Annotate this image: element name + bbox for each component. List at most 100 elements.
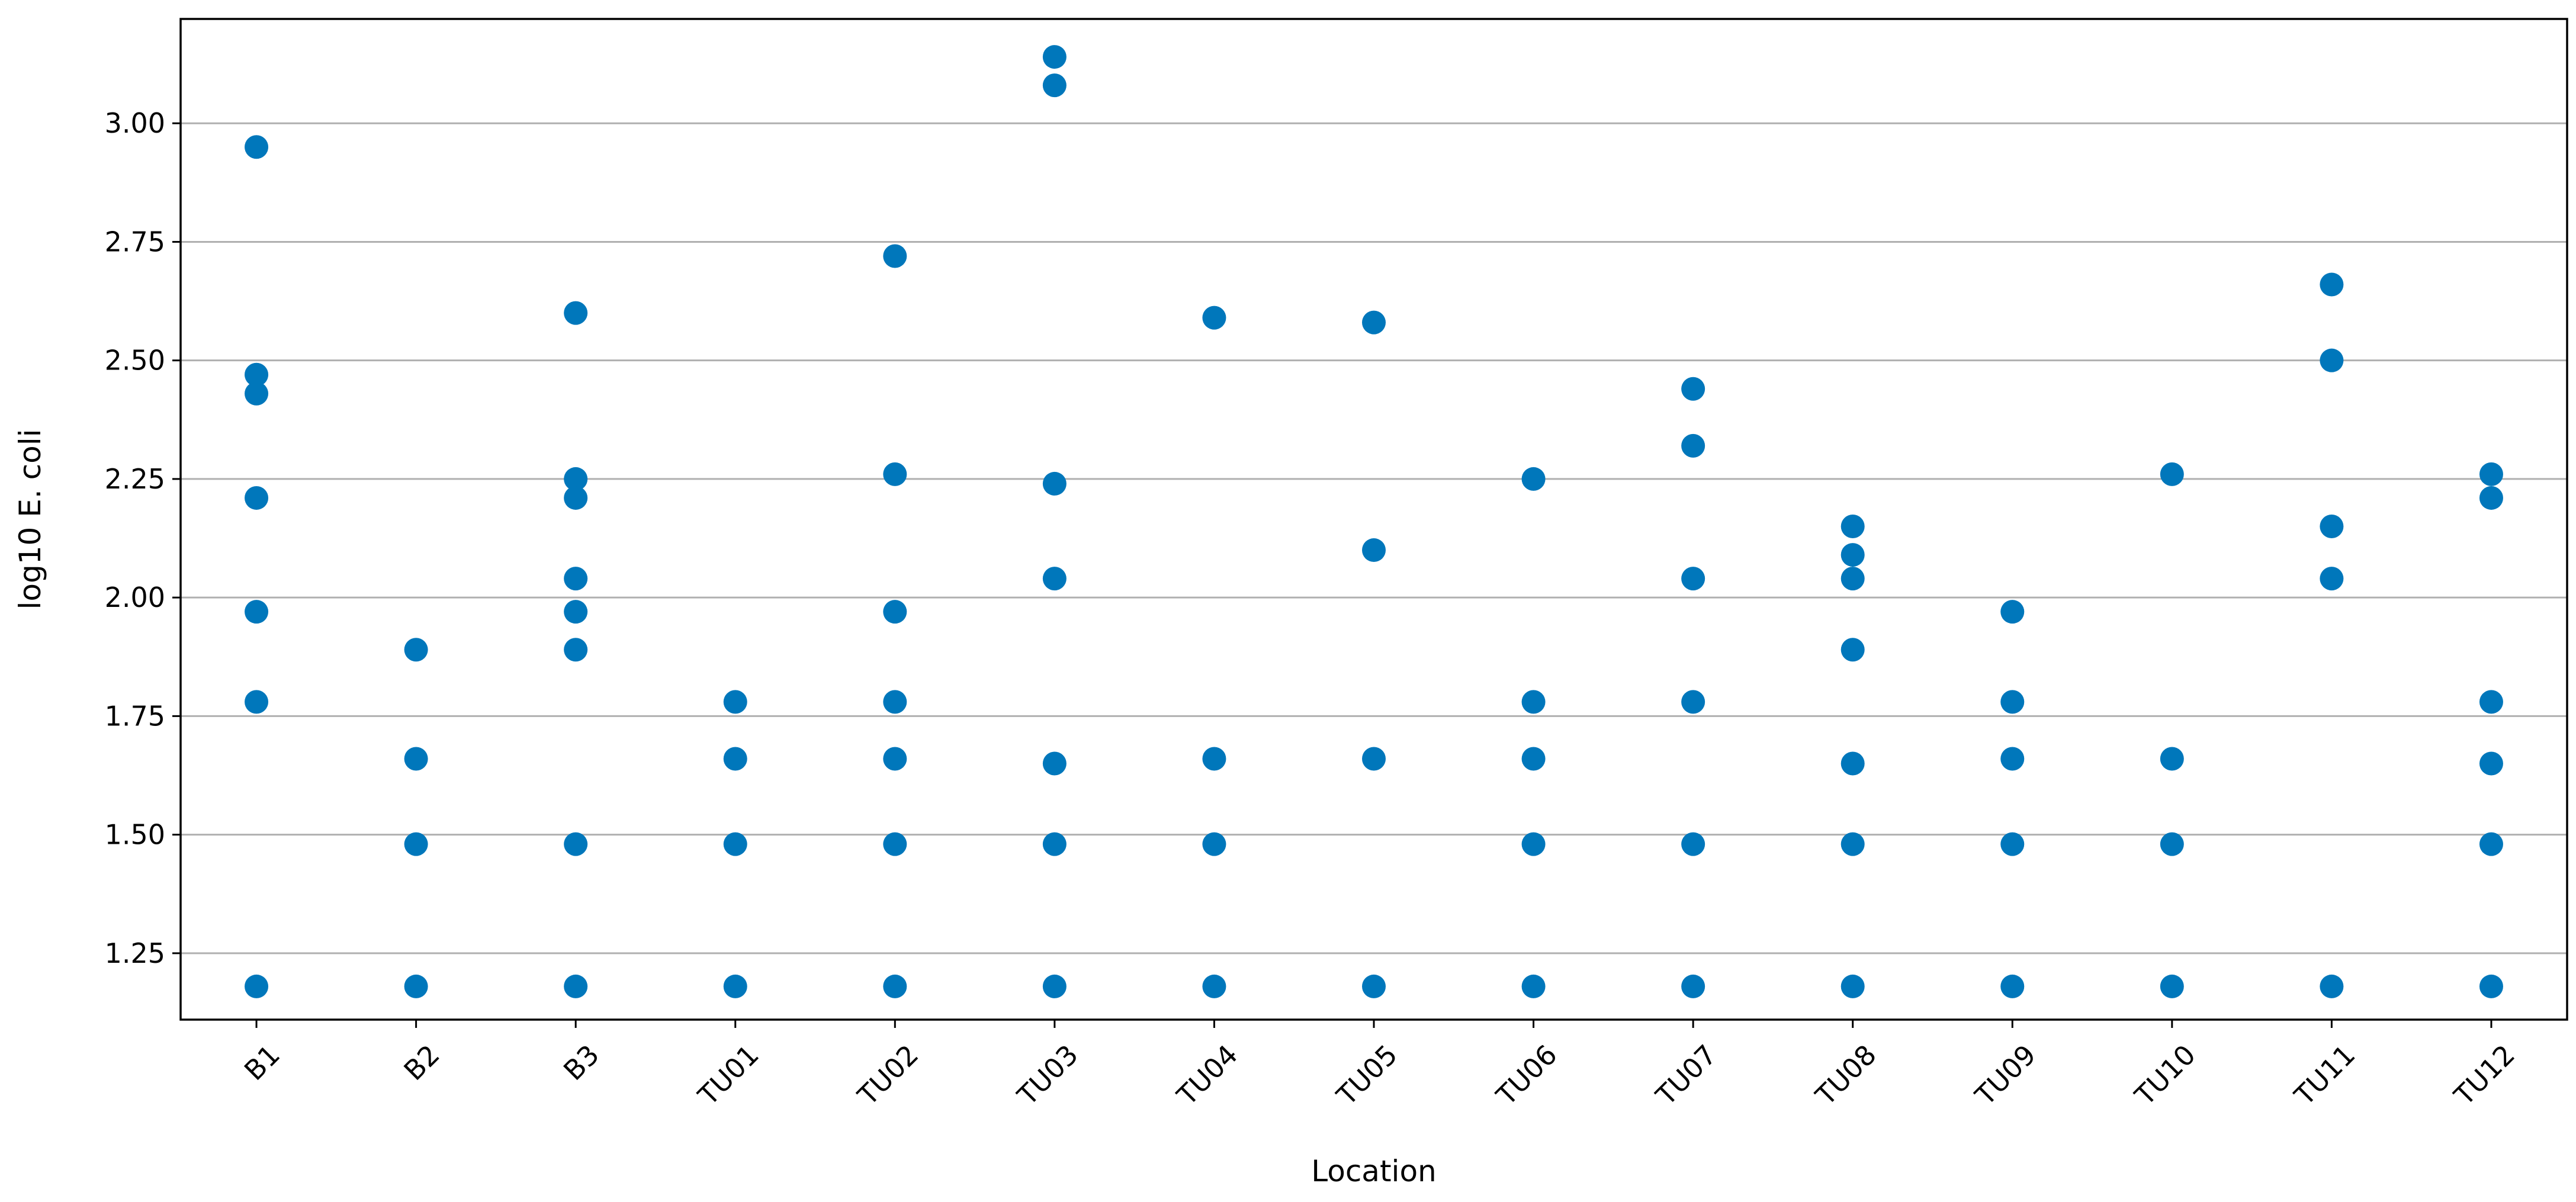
x-tick-label: B3 xyxy=(557,1039,605,1087)
data-point xyxy=(2000,832,2025,856)
data-point xyxy=(564,600,588,624)
x-tick-label: TU12 xyxy=(2447,1039,2521,1112)
data-point xyxy=(1042,832,1067,856)
data-point xyxy=(245,690,269,714)
grid-lines xyxy=(181,122,2567,954)
y-tick-label: 2.50 xyxy=(105,345,165,377)
data-point xyxy=(564,467,588,491)
data-point xyxy=(1362,747,1386,771)
data-point xyxy=(723,974,747,998)
y-tick-label: 3.00 xyxy=(105,107,165,139)
data-point xyxy=(245,600,269,624)
data-point xyxy=(883,747,907,771)
data-point xyxy=(1681,974,1705,998)
data-point xyxy=(1362,538,1386,563)
data-point xyxy=(883,600,907,624)
data-point xyxy=(1681,567,1705,591)
data-point xyxy=(2160,974,2184,998)
data-point xyxy=(1521,467,1546,491)
data-point xyxy=(564,567,588,591)
data-point xyxy=(1042,751,1067,776)
x-tick-label: B2 xyxy=(398,1039,446,1087)
x-tick-label: TU05 xyxy=(1330,1039,1403,1112)
data-point xyxy=(2479,690,2503,714)
data-point xyxy=(2160,462,2184,486)
data-point xyxy=(1042,45,1067,69)
data-point xyxy=(1202,832,1226,856)
x-tick-label: TU10 xyxy=(2128,1039,2202,1112)
data-point xyxy=(2000,974,2025,998)
data-point xyxy=(2320,567,2344,591)
y-tick-label: 2.25 xyxy=(105,463,165,495)
data-point xyxy=(1841,515,1865,539)
data-point xyxy=(1841,974,1865,998)
data-point xyxy=(2160,832,2184,856)
data-point xyxy=(2479,974,2503,998)
data-point xyxy=(1521,690,1546,714)
data-point xyxy=(2320,515,2344,539)
data-point xyxy=(1681,433,1705,458)
data-point xyxy=(1362,310,1386,335)
data-point xyxy=(245,135,269,159)
data-point xyxy=(883,690,907,714)
data-point xyxy=(1042,974,1067,998)
data-point xyxy=(1841,567,1865,591)
data-point xyxy=(1521,747,1546,771)
x-tick-label: TU06 xyxy=(1490,1039,1563,1112)
data-point xyxy=(1042,471,1067,496)
x-tick-label: TU03 xyxy=(1011,1039,1084,1112)
data-point xyxy=(2000,747,2025,771)
data-point xyxy=(404,832,428,856)
data-point xyxy=(564,486,588,510)
data-point xyxy=(1841,832,1865,856)
data-point xyxy=(1202,747,1226,771)
data-point xyxy=(2320,348,2344,372)
x-axis-label: Location xyxy=(1311,1154,1436,1188)
data-point xyxy=(883,244,907,268)
data-point xyxy=(564,301,588,325)
x-tick-label: TU02 xyxy=(851,1039,924,1112)
x-axis: B1 B2 B3 TU01 TU02 TU03 TU04 TU05 TU06 TU07 TU08 TU… xyxy=(238,1020,2521,1112)
data-point xyxy=(723,690,747,714)
x-tick-label: TU11 xyxy=(2288,1039,2362,1112)
data-point xyxy=(1362,974,1386,998)
data-point xyxy=(1521,832,1546,856)
data-point xyxy=(2000,690,2025,714)
data-point xyxy=(1202,306,1226,330)
data-point xyxy=(2479,462,2503,486)
plot-frame xyxy=(179,18,2568,1021)
data-point xyxy=(404,747,428,771)
data-point xyxy=(1681,832,1705,856)
data-point xyxy=(883,462,907,486)
data-point xyxy=(2320,272,2344,297)
y-axis-label: log10 E. coli xyxy=(13,429,47,610)
data-point xyxy=(564,974,588,998)
data-point xyxy=(1841,751,1865,776)
x-tick-label: TU01 xyxy=(692,1039,765,1112)
data-point xyxy=(2320,974,2344,998)
data-point xyxy=(883,832,907,856)
data-point xyxy=(1841,638,1865,662)
x-tick-label: TU07 xyxy=(1649,1039,1723,1112)
y-tick-label: 1.50 xyxy=(105,819,165,851)
x-tick-label: TU04 xyxy=(1171,1039,1244,1112)
x-tick-label: B1 xyxy=(238,1039,286,1087)
data-point xyxy=(2000,600,2025,624)
y-tick-label: 2.00 xyxy=(105,581,165,613)
data-point xyxy=(723,747,747,771)
x-tick-label: TU09 xyxy=(1968,1039,2042,1112)
data-point xyxy=(1202,974,1226,998)
x-tick-label: TU08 xyxy=(1809,1039,1883,1112)
data-point xyxy=(2479,832,2503,856)
data-point xyxy=(2160,747,2184,771)
y-tick-label: 2.75 xyxy=(105,226,165,258)
y-tick-label: 1.25 xyxy=(105,937,165,969)
data-point xyxy=(404,638,428,662)
data-point xyxy=(245,486,269,510)
data-point xyxy=(883,974,907,998)
data-point xyxy=(2479,486,2503,510)
data-point xyxy=(245,381,269,406)
data-points xyxy=(245,45,2503,998)
data-point xyxy=(1521,974,1546,998)
